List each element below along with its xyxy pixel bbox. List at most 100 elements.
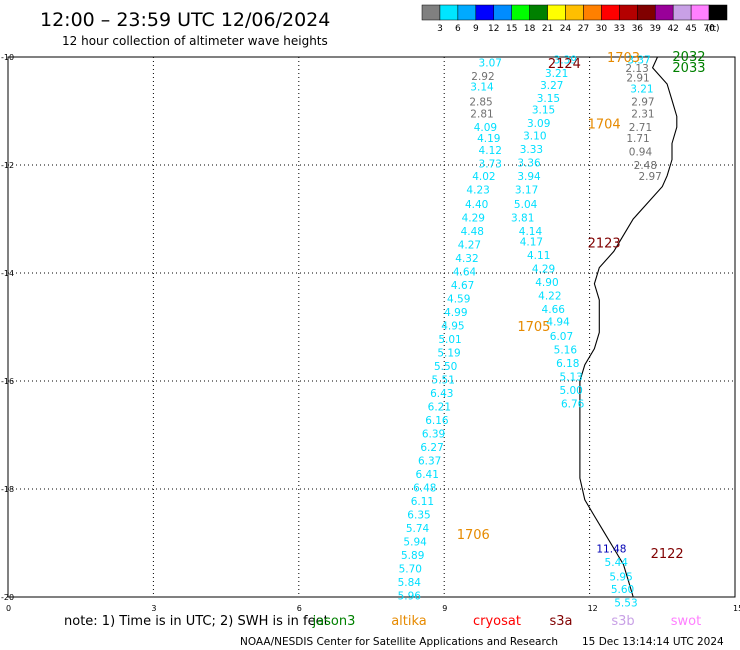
lon-label: 12 [588,604,598,613]
wave-height-value: 6.18 [556,358,579,370]
colorbar-swatch [637,4,656,21]
colorbar-swatch [475,4,495,21]
mission-legend-item: jason3 [312,614,356,629]
wave-height-value: 3.07 [479,57,502,69]
colorbar-tick-label: 12 [488,24,499,34]
colorbar-swatch [654,4,674,21]
colorbar-swatch [690,4,710,21]
mission-legend-item: altika [391,614,427,629]
mission-legend-item: swot [671,614,701,629]
wave-height-value: 5.01 [438,334,461,346]
colorbar-tick-label: 36 [632,24,644,34]
map-title: 12:00 – 23:59 UTC 12/06/2024 [40,9,330,31]
lat-label: -18 [1,485,14,494]
wave-height-value: 4.90 [535,277,558,289]
wave-height-value: 4.64 [453,266,477,278]
colorbar-tick-label: 30 [596,24,608,34]
colorbar-swatch [708,4,728,21]
colorbar-swatch [583,4,602,21]
footer-note: note: 1) Time is in UTC; 2) SWH is in fe… [64,614,329,629]
colorbar-tick-label: 45 [685,24,696,34]
lat-label: -14 [1,269,14,278]
colorbar-tick-label: 33 [614,24,625,34]
pass-time-label: 2124 [548,57,581,72]
lat-label: -20 [1,593,14,602]
wave-height-colorbar: 3 6 9 12 15 18 21 24 27 30 33 36 39 42 45 70 [421,4,728,34]
wave-height-value: 4.14 [519,226,543,238]
lon-label: 15 [733,604,740,613]
colorbar-tick-label: 6 [455,24,461,34]
wave-height-value: 5.19 [437,347,460,359]
wave-height-value: 2.92 [471,71,494,83]
axis-labels: -10 -12 -14 -16 -18 -20 0 3 6 9 12 15 [1,53,740,613]
wave-height-value: 4.27 [458,239,481,251]
plot-frame [7,56,736,598]
colorbar-swatch [511,4,530,21]
wave-height-value: 6.76 [561,399,585,411]
colorbar-tick-label: 39 [650,24,662,34]
colorbar-tick-label: 18 [524,24,536,34]
mission-legend-item: s3a [549,614,572,629]
map-subtitle: 12 hour collection of altimeter wave hei… [62,34,328,48]
wave-height-value: 2.97 [631,96,654,108]
colorbar-tick-label: 9 [473,24,479,34]
wave-height-value: 4.09 [474,122,497,134]
wave-height-value: 4.22 [538,291,561,303]
wave-height-value: 5.51 [432,374,455,386]
wave-height-value: 2.31 [631,109,654,121]
lon-label: 0 [6,604,11,613]
wave-height-value: 5.60 [611,584,634,596]
wave-height-value: 4.23 [466,184,489,196]
wave-height-value: 5.84 [398,577,422,589]
wave-height-value: 3.27 [540,80,563,92]
wave-height-value: 4.59 [447,293,470,305]
wave-height-value: 4.32 [455,253,478,265]
wave-height-value: 2.97 [638,171,661,183]
wave-height-value: 3.81 [511,212,534,224]
wave-height-value: 5.96 [398,590,422,602]
lon-label: 9 [442,604,447,613]
wave-height-value: 5.95 [609,571,632,583]
pass-time-label: 2122 [651,547,684,562]
colorbar-swatch [493,4,512,21]
wave-height-value: 4.99 [444,307,467,319]
lat-label: -10 [1,53,14,62]
wave-height-value: 5.13 [559,372,582,384]
colorbar-swatch [672,4,692,21]
wave-height-value: 3.37 [627,55,650,67]
wave-height-value: 2.81 [470,109,493,121]
wave-height-value: 6.43 [430,388,453,400]
mission-legend: jason3 altika cryosat s3a s3b swot [312,614,702,629]
wave-height-value: 4.67 [451,280,474,292]
colorbar-tick-label: 3 [437,24,443,34]
wave-height-value: 3.73 [479,158,502,170]
colorbar-swatch [457,4,477,21]
wave-height-value: 2.48 [634,160,657,172]
pass-time-label: 1706 [457,528,490,543]
wave-height-value: 4.29 [532,264,555,276]
pass-time-label: 1704 [588,118,621,133]
wave-height-value: 4.11 [527,250,550,262]
wave-height-value: 5.74 [406,523,430,535]
colorbar-swatch [565,4,584,21]
mission-legend-item: s3b [611,614,634,629]
wave-height-value: 3.09 [527,118,550,130]
wave-height-value: 3.21 [545,68,568,80]
wave-height-value: 4.02 [472,171,495,183]
wave-height-value: 6.07 [550,331,573,343]
wave-height-value: 4.48 [461,226,484,238]
wave-height-value: 3.10 [523,130,546,142]
mission-legend-item: cryosat [473,614,521,629]
wave-height-value: 0.94 [629,147,653,159]
wave-height-value: 4.12 [479,145,502,157]
wave-height-value: 2.13 [625,63,648,75]
wave-height-value: 5.50 [434,361,457,373]
wave-height-value: 11.48 [596,543,626,555]
pass-time-label: 2033 [672,61,705,76]
wave-height-value: 6.41 [416,469,439,481]
coastline [579,56,678,598]
colorbar-swatch [601,4,620,21]
wave-height-value: 3.36 [517,157,541,169]
wave-height-value: 2.91 [626,73,649,85]
